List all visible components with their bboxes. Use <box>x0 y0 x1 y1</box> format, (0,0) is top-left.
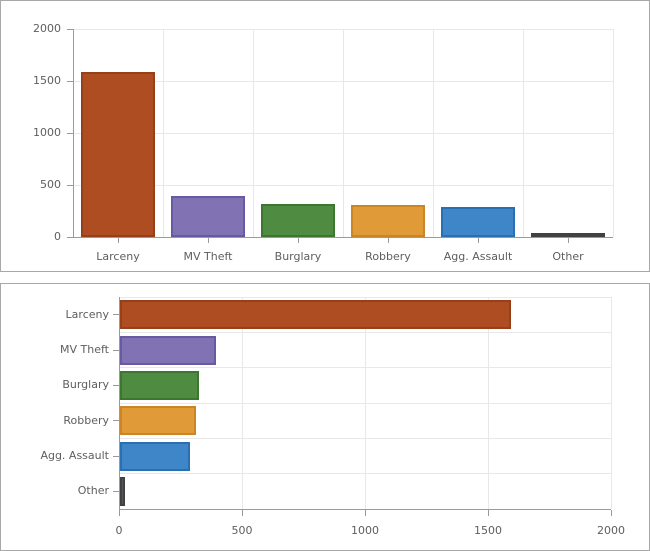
x-category-label: MV Theft <box>183 250 233 263</box>
gridline-row-boundary <box>119 473 611 475</box>
x-tick-mark <box>118 510 120 516</box>
y-tick-mark <box>67 132 73 134</box>
x-category-label: Larceny <box>96 250 140 263</box>
x-category-label: Burglary <box>274 250 322 263</box>
y-tick-mark <box>113 420 119 422</box>
gridline-row-boundary <box>119 296 611 298</box>
y-axis-line <box>119 297 120 510</box>
y-tick-mark <box>113 384 119 386</box>
x-axis-line <box>69 237 613 238</box>
x-tick-mark <box>297 238 299 243</box>
bar-mv-theft[interactable] <box>120 335 216 365</box>
bar-robbery[interactable] <box>351 204 425 237</box>
column-chart-panel: 0 500 1000 1500 2000 Larceny MV Theft Burglary R… <box>0 0 650 272</box>
x-tick-label: 1500 <box>474 524 502 537</box>
y-tick-mark <box>67 28 73 30</box>
bar-larceny[interactable] <box>120 300 512 330</box>
gridline-category-boundary <box>162 29 164 237</box>
y-tick-label: 0 <box>54 230 61 243</box>
x-category-label: Robbery <box>365 250 411 263</box>
y-tick-label: 1000 <box>33 126 61 139</box>
y-tick-label: 500 <box>40 178 61 191</box>
x-category-label: Agg. Assault <box>443 250 513 263</box>
x-tick-mark <box>207 238 209 243</box>
gridline-category-boundary <box>252 29 254 237</box>
gridline-row-boundary <box>119 437 611 439</box>
bar-chart-plot-area: 0 500 1000 1500 2000 Larceny MV Theft Burglary R… <box>40 296 625 537</box>
bar-chart-panel: 0 500 1000 1500 2000 Larceny MV Theft Burglary R… <box>0 283 650 551</box>
y-axis-line <box>73 29 74 238</box>
x-tick-label: 0 <box>115 524 123 537</box>
bar-mv-theft[interactable] <box>171 196 245 237</box>
gridline-row-boundary <box>119 331 611 333</box>
x-tick-label: 1000 <box>351 524 379 537</box>
gridline-category-boundary <box>432 29 434 237</box>
bar-other[interactable] <box>120 476 125 506</box>
x-tick-mark <box>487 510 489 516</box>
gridline-row-boundary <box>119 367 611 369</box>
y-tick-mark <box>67 80 73 82</box>
x-tick-mark <box>610 510 612 516</box>
gridline-x-2000 <box>610 297 612 509</box>
bar-robbery[interactable] <box>120 406 197 436</box>
y-tick-mark <box>113 490 119 492</box>
x-axis-line <box>119 509 611 510</box>
y-category-label: Agg. Assault <box>40 449 109 462</box>
x-tick-mark <box>364 510 366 516</box>
bar-burglary[interactable] <box>120 370 199 400</box>
y-category-label: Robbery <box>63 413 109 427</box>
gridline-category-boundary <box>612 29 614 237</box>
y-category-label: Other <box>77 484 109 498</box>
y-tick-mark <box>113 455 119 457</box>
gridline-row-boundary <box>119 402 611 404</box>
y-category-label: Burglary <box>62 378 109 392</box>
bar-agg-assault[interactable] <box>120 441 191 471</box>
y-tick-mark <box>113 349 119 351</box>
bar-burglary[interactable] <box>261 203 335 237</box>
x-tick-mark <box>117 238 119 243</box>
y-category-label: Larceny <box>65 307 109 321</box>
bar-agg-assault[interactable] <box>441 207 515 237</box>
gridline-category-boundary <box>342 29 344 237</box>
x-tick-label: 2000 <box>597 524 625 537</box>
x-tick-label: 500 <box>231 524 253 537</box>
y-tick-mark <box>113 314 119 316</box>
y-category-label: MV Theft <box>60 343 109 356</box>
column-chart-plot-area: 0 500 1000 1500 2000 Larceny MV Theft Burglary R… <box>33 22 614 263</box>
y-tick-label: 2000 <box>33 22 61 35</box>
x-tick-mark <box>387 238 389 243</box>
bar-larceny[interactable] <box>81 71 155 237</box>
x-category-label: Other <box>552 250 584 263</box>
y-tick-label: 1500 <box>33 74 61 87</box>
x-tick-mark <box>567 238 569 243</box>
x-tick-mark <box>241 510 243 516</box>
bar-other[interactable] <box>531 233 605 237</box>
gridline-category-boundary <box>522 29 524 237</box>
x-tick-mark <box>477 238 479 243</box>
y-tick-mark <box>67 184 73 186</box>
